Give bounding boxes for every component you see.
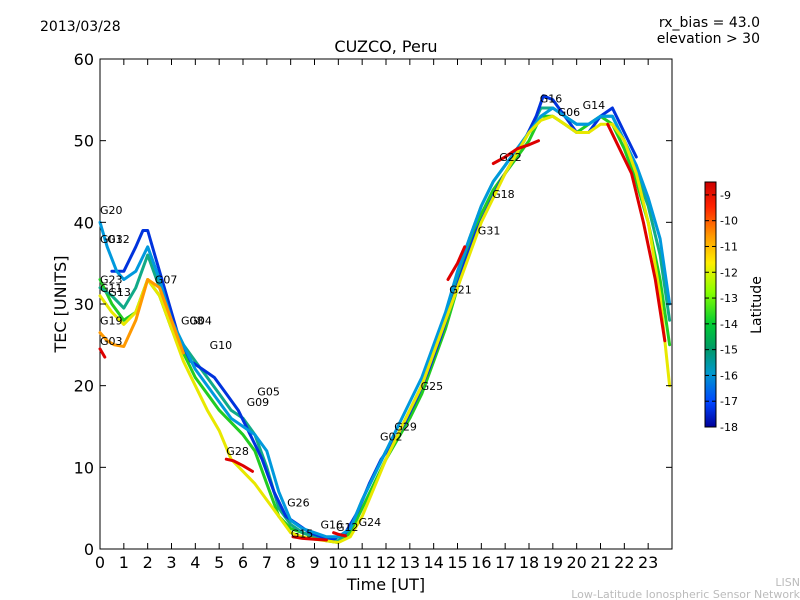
x-tick-label: 2 xyxy=(143,553,153,572)
y-tick-label: 10 xyxy=(74,458,94,477)
satellite-label: G11 xyxy=(100,282,123,295)
series-line-trace-red-late xyxy=(606,122,667,343)
series-line-trace-red-g28 xyxy=(224,457,254,473)
satellite-label: G07 xyxy=(155,274,178,287)
x-tick-label: 11 xyxy=(352,553,372,572)
satellite-label: G16 xyxy=(540,92,563,105)
satellite-label: G32 xyxy=(107,233,130,246)
chart-title: CUZCO, Peru xyxy=(334,37,437,56)
satellite-label: G13 xyxy=(108,286,131,299)
x-tick-label: 20 xyxy=(566,553,586,572)
x-tick-label: 3 xyxy=(166,553,176,572)
series-line-trace-red-g15 xyxy=(291,535,328,542)
x-tick-label: 12 xyxy=(376,553,396,572)
satellite-label: G22 xyxy=(499,151,522,164)
y-axis-ticks: 0 10 20 30 40 50 60 xyxy=(74,50,672,559)
x-tick-label: 19 xyxy=(543,553,563,572)
colorbar-tick-label: -13 xyxy=(720,292,738,305)
y-axis-label: TEC [UNITS] xyxy=(51,256,70,354)
satellite-label: G08 xyxy=(181,314,204,327)
x-tick-label: 22 xyxy=(614,553,634,572)
x-axis-ticks: 0 1 2 3 4 5 6 7 8 9 10 11 12 13 14 15 16 17 18 19 20 21 22 23 xyxy=(95,59,658,572)
colorbar-ticks: -9 -10 -11 -12 -13 -14 -15 -16 -17 -18 xyxy=(705,189,738,434)
x-tick-label: 10 xyxy=(328,553,348,572)
x-tick-label: 5 xyxy=(214,553,224,572)
satellite-label: G26 xyxy=(287,497,310,510)
colorbar-tick-label: -17 xyxy=(720,395,738,408)
x-tick-label: 13 xyxy=(400,553,420,572)
satellite-label: G16 xyxy=(321,519,344,532)
y-tick-label: 40 xyxy=(74,213,94,232)
y-tick-label: 20 xyxy=(74,377,94,396)
satellite-label: G24 xyxy=(359,516,382,529)
y-tick-label: 60 xyxy=(74,50,94,69)
satellite-label: G05 xyxy=(257,386,280,399)
colorbar-tick-label: -15 xyxy=(720,344,738,357)
y-tick-label: 50 xyxy=(74,132,94,151)
colorbar-tick-label: -10 xyxy=(720,215,738,228)
satellite-label: G04 xyxy=(189,314,212,327)
rx-bias-label: rx_bias = 43.0 xyxy=(659,15,760,31)
series-line-trace-red-g12 xyxy=(332,531,347,538)
satellite-label: G31 xyxy=(478,225,501,238)
series-line-trace-red-g03 xyxy=(98,347,107,359)
satellite-label: G29 xyxy=(394,421,417,434)
colorbar-tick-label: -12 xyxy=(720,266,738,279)
x-tick-label: 8 xyxy=(286,553,296,572)
colorbar-tick-label: -18 xyxy=(720,421,738,434)
x-axis-label: Time [UT] xyxy=(346,575,425,594)
satellite-label: G20 xyxy=(100,204,123,217)
satellite-label: G18 xyxy=(492,188,515,201)
elevation-label: elevation > 30 xyxy=(657,31,760,47)
plot-area xyxy=(99,58,673,550)
colorbar-tick-label: -11 xyxy=(720,240,738,253)
footer-lisn: LISN xyxy=(775,576,800,589)
satellite-label: G15 xyxy=(291,528,314,541)
satellite-label: G19 xyxy=(100,314,123,327)
colorbar-tick-label: -9 xyxy=(720,189,731,202)
satellite-label: G12 xyxy=(336,521,359,534)
annotation-layer: G20G01G32G23G11G13G07G19G03G08G04G10G05G… xyxy=(100,92,605,540)
x-tick-label: 0 xyxy=(95,553,105,572)
colorbar-tick-label: -14 xyxy=(720,318,738,331)
satellite-label: G14 xyxy=(583,99,606,112)
series-line-trace-red-g22 xyxy=(491,139,540,165)
satellite-label: G01 xyxy=(100,233,123,246)
x-tick-label: 4 xyxy=(190,553,200,572)
satellite-label: G23 xyxy=(100,274,123,287)
x-tick-label: 7 xyxy=(262,553,272,572)
colorbar-label: Latitude xyxy=(749,276,765,334)
series-line-trace-lightblue xyxy=(98,106,672,539)
x-tick-label: 18 xyxy=(519,553,539,572)
date-label: 2013/03/28 xyxy=(40,19,121,35)
satellite-label: G02 xyxy=(380,430,403,443)
y-tick-label: 0 xyxy=(84,540,94,559)
series-line-trace-orange xyxy=(98,278,185,355)
colorbar-tick-label: -16 xyxy=(720,369,738,382)
satellite-label: G21 xyxy=(449,283,472,296)
x-tick-label: 23 xyxy=(638,553,658,572)
x-tick-label: 15 xyxy=(447,553,467,572)
x-tick-label: 21 xyxy=(590,553,610,572)
x-tick-label: 6 xyxy=(238,553,248,572)
series-line-trace-red-g21 xyxy=(446,245,467,281)
x-tick-label: 17 xyxy=(495,553,515,572)
satellite-label: G03 xyxy=(100,335,123,348)
x-tick-label: 9 xyxy=(309,553,319,572)
satellite-label: G10 xyxy=(210,339,233,352)
footer-network: Low-Latitude Ionospheric Sensor Network xyxy=(571,588,800,600)
series-layer xyxy=(98,94,672,544)
satellite-label: G09 xyxy=(247,396,270,409)
y-tick-label: 30 xyxy=(74,295,94,314)
x-tick-label: 16 xyxy=(471,553,491,572)
satellite-label: G25 xyxy=(421,380,444,393)
series-line-trace-yellow xyxy=(98,114,672,544)
satellite-label: G06 xyxy=(558,106,581,119)
colorbar xyxy=(704,181,717,428)
x-tick-label: 14 xyxy=(423,553,443,572)
x-tick-label: 1 xyxy=(119,553,129,572)
satellite-label: G28 xyxy=(226,445,249,458)
